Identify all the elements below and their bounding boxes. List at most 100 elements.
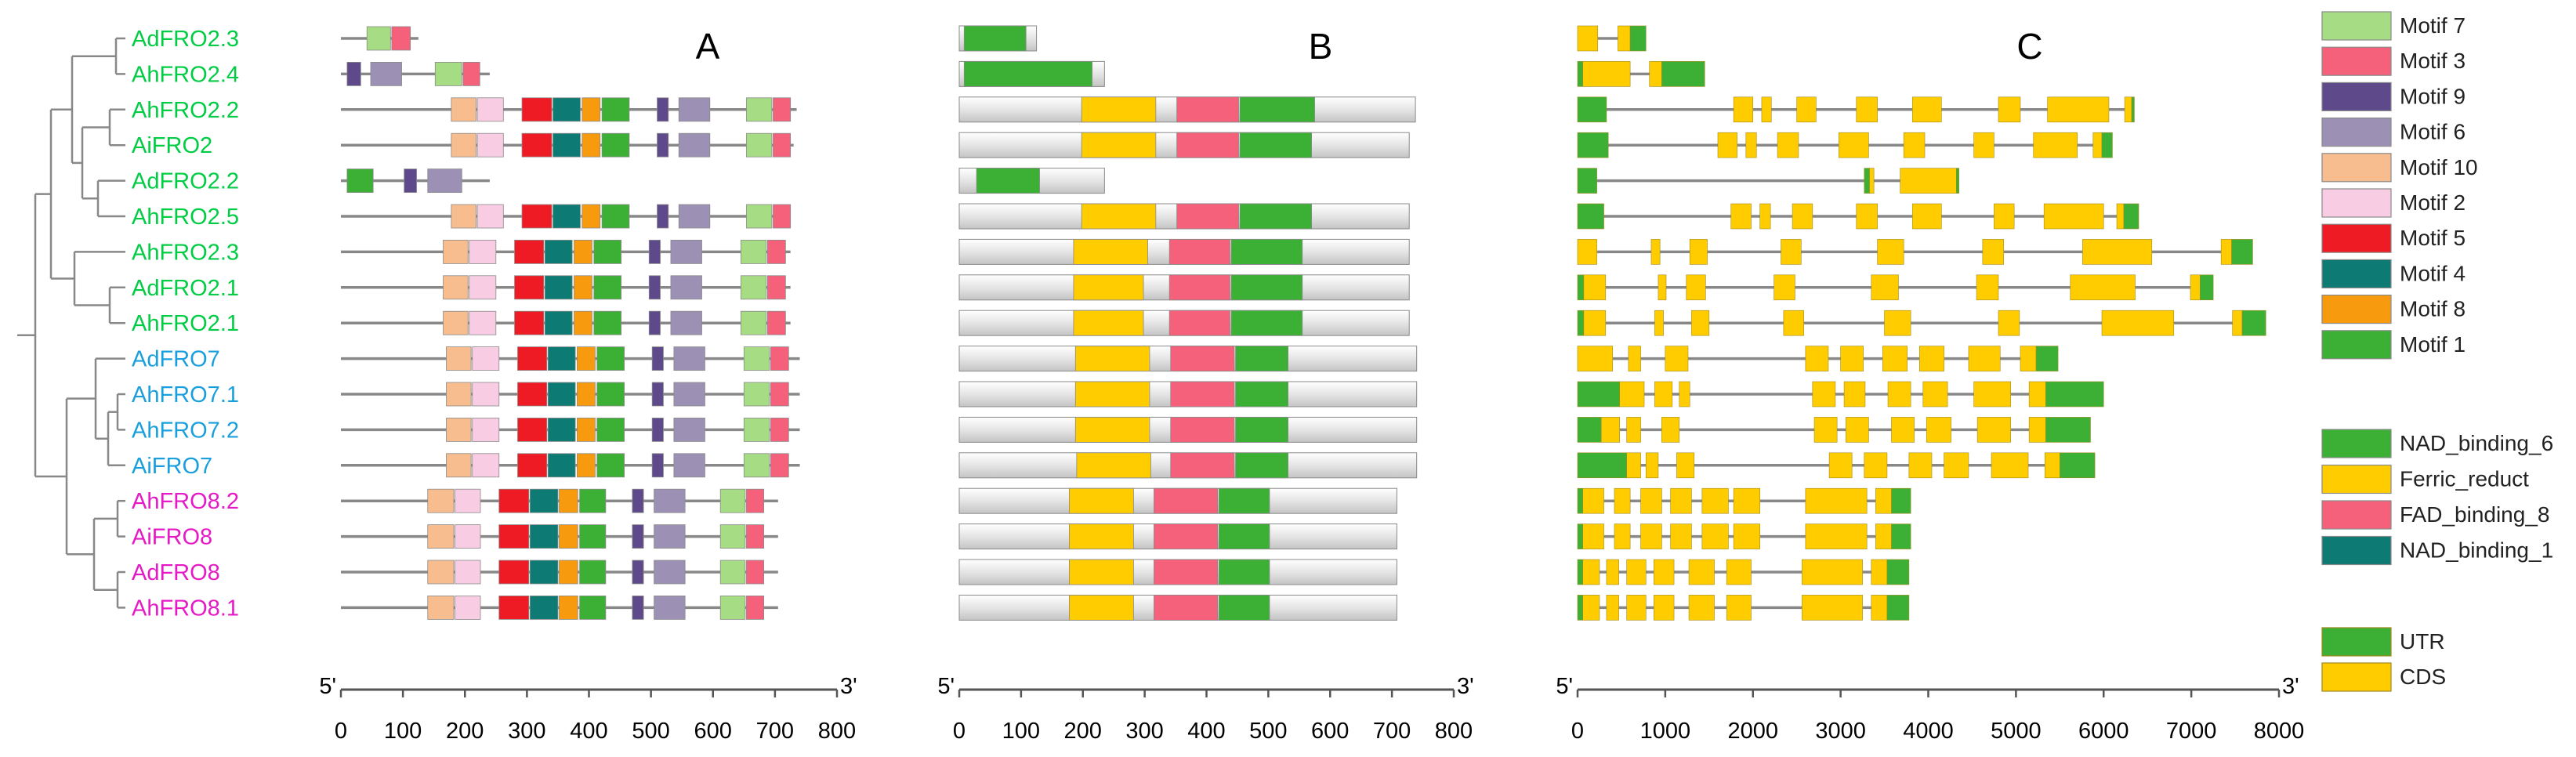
exon-cds: [1805, 487, 1868, 514]
motif-motif-4: [544, 310, 573, 335]
exon-cds: [1968, 346, 2001, 371]
motif-motif-10: [443, 310, 469, 335]
exon-cds: [1689, 239, 1708, 265]
motif-motif-10: [451, 132, 476, 158]
legend-label-motif-3: Motif 3: [2400, 49, 2465, 73]
domain-fad-binding-8: [1170, 417, 1235, 443]
exon-cds: [1650, 239, 1661, 265]
motif-motif-7: [366, 26, 391, 51]
exon-cds: [1783, 310, 1804, 336]
motif-motif-3: [770, 346, 789, 371]
gene-label-adfro7: AdFRO7: [132, 347, 220, 372]
panel-b-domains: B 0 100 200 300 400 500 600 700 800 5' 3': [937, 25, 1474, 744]
domain-nad-binding-6: [1239, 203, 1312, 230]
domain-ferric-reduct: [1081, 132, 1157, 158]
gene-label-adfro2-2: AdFRO2.2: [132, 169, 239, 194]
exon-utr: [2035, 346, 2059, 371]
legend-label-motif-8: Motif 8: [2400, 297, 2465, 321]
axis-tick-label: 300: [508, 719, 545, 744]
legend-swatch-utr: [2321, 627, 2392, 657]
axis-tick-label: 500: [1249, 719, 1287, 744]
motif-motif-6: [427, 168, 462, 194]
legend-swatch-fad-binding-8: [2321, 500, 2392, 530]
motif-motif-9: [632, 596, 644, 620]
axis-tick-label: 0: [335, 719, 347, 744]
motif-motif-8: [559, 596, 578, 620]
legend-label-utr: UTR: [2400, 629, 2445, 654]
motif-motif-10: [451, 204, 476, 229]
motif-motif-1: [593, 310, 622, 335]
exon-cds: [1802, 559, 1863, 585]
motif-motif-2: [469, 275, 497, 300]
exon-utr: [1661, 61, 1705, 87]
gene-label-ahfro7-2: AhFRO7.2: [132, 418, 239, 443]
domain-nad-binding-6: [1218, 559, 1270, 585]
motif-motif-3: [462, 62, 480, 86]
motif-motif-2: [469, 239, 497, 264]
domain-fad-binding-8: [1170, 346, 1235, 372]
gene-label-ahfro8-1: AhFRO8.1: [132, 596, 239, 621]
motif-motif-4: [547, 346, 576, 371]
panel-a-label: A: [696, 26, 720, 67]
exon-cds: [1944, 452, 1969, 479]
legend-label-motif-5: Motif 5: [2400, 226, 2465, 250]
domain-ferric-reduct: [1068, 523, 1134, 549]
exon-utr: [2200, 274, 2214, 301]
exon-cds: [1871, 559, 1888, 585]
motif-motif-10: [446, 346, 472, 371]
motif-motif-2: [472, 418, 500, 442]
motif-motif-6: [673, 382, 705, 407]
motif-motif-5: [498, 488, 530, 513]
axis-tick-label: 2000: [1727, 719, 1778, 744]
domain-nad-binding-6: [1218, 595, 1270, 621]
exon-cds: [1691, 310, 1710, 336]
legend-label-fad-binding-8: FAD_binding_8: [2400, 502, 2549, 527]
domain-fad-binding-8: [1176, 96, 1239, 123]
motif-motif-9: [632, 560, 644, 585]
motif-motif-7: [743, 453, 770, 478]
motif-motif-1: [601, 204, 630, 229]
motif-motif-2: [455, 560, 481, 585]
exon-cds: [1856, 203, 1878, 230]
exon-cds: [1998, 96, 2021, 123]
axis-tick-label: 3000: [1815, 719, 1866, 744]
gene-label-adfro8: AdFRO8: [132, 560, 220, 585]
domain-nad-binding-6: [1230, 310, 1303, 336]
exon-cds: [1583, 274, 1607, 301]
motif-motif-8: [582, 204, 601, 229]
axis-tick-label: 800: [1435, 719, 1473, 744]
exon-cds: [1919, 346, 1944, 371]
motif-motif-10: [427, 488, 455, 513]
motif-motif-5: [521, 132, 553, 158]
exon-cds: [1802, 595, 1863, 621]
motif-motif-3: [746, 560, 765, 585]
domain-nad-binding-6: [1235, 346, 1289, 372]
motif-motif-6: [654, 596, 686, 620]
exon-cds: [1805, 346, 1829, 371]
exon-utr: [1886, 595, 1910, 621]
legend: Motif 7 Motif 3 Motif 9 Motif 6 Motif 10 Moti…: [2321, 11, 2553, 692]
legend-swatch-motif-9: [2321, 81, 2392, 112]
exon-cds: [1871, 274, 1899, 301]
exon-cds: [1582, 523, 1604, 549]
gene-label-adfro2-1: AdFRO2.1: [132, 276, 239, 301]
exon-cds: [1582, 61, 1631, 87]
gene-label-ahfro7-1: AhFRO7.1: [132, 382, 239, 407]
motif-motif-3: [773, 97, 792, 122]
exon-cds: [1792, 203, 1813, 230]
legend-swatch-ferric-reduct: [2321, 464, 2392, 494]
exon-cds: [1583, 310, 1607, 336]
motif-motif-6: [654, 524, 686, 549]
motif-motif-3: [773, 132, 792, 158]
panel-b-label: B: [1309, 26, 1333, 67]
exon-cds: [1869, 168, 1875, 194]
domain-ferric-reduct: [1074, 417, 1150, 443]
motif-motif-10: [427, 596, 455, 620]
exon-utr: [1864, 168, 1870, 194]
motif-motif-10: [427, 524, 455, 549]
axis-tick-label: 600: [1311, 719, 1349, 744]
domain-fad-binding-8: [1170, 381, 1235, 407]
motif-motif-8: [582, 97, 601, 122]
exon-cds: [1812, 381, 1836, 407]
domain-ferric-reduct: [1076, 452, 1151, 479]
